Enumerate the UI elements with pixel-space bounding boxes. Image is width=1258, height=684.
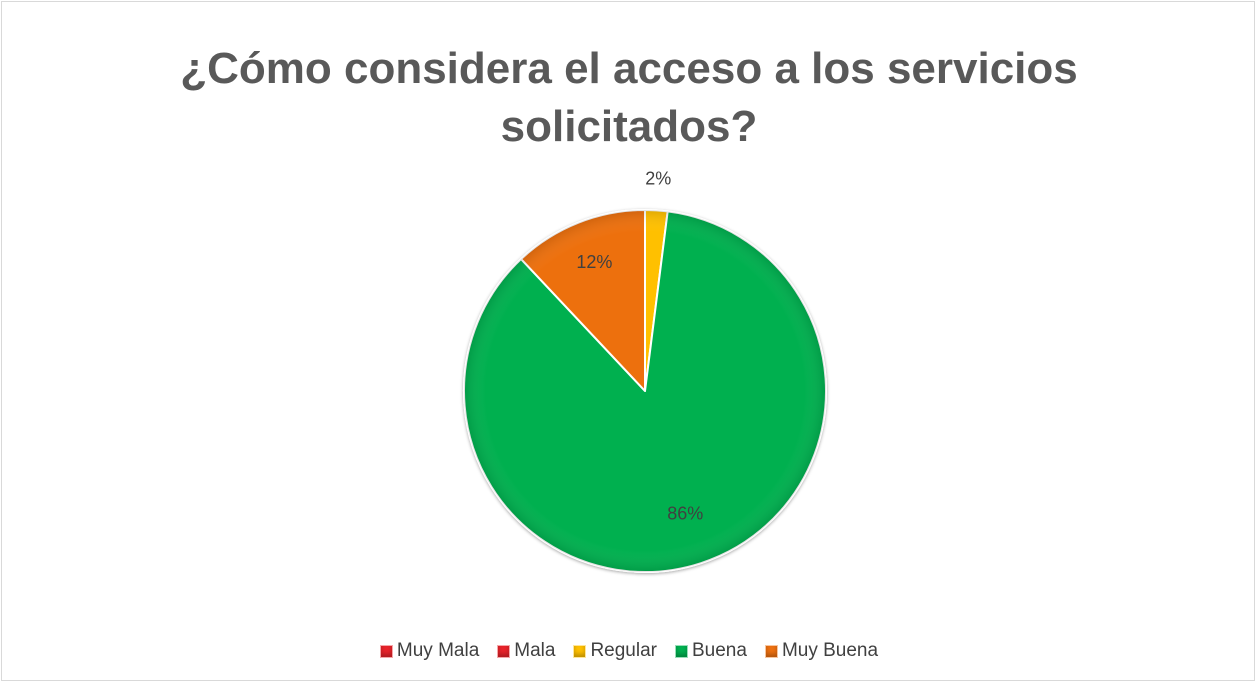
legend-item-muy-mala: Muy Mala xyxy=(379,640,480,662)
data-label-buena: 86% xyxy=(667,504,703,524)
legend-item-regular: Regular xyxy=(573,640,657,662)
legend-swatch-muy-buena xyxy=(764,644,778,658)
pie-slices xyxy=(463,209,827,573)
legend-item-muy-buena: Muy Buena xyxy=(764,640,879,662)
legend-label-regular: Regular xyxy=(590,640,657,661)
legend-swatch-muy-mala xyxy=(379,644,393,658)
pie-data-labels: 2% 86% 12% xyxy=(576,168,703,523)
legend-item-mala: Mala xyxy=(497,640,555,662)
legend-item-buena: Buena xyxy=(675,640,747,662)
chart-title: ¿Cómo considera el acceso a los servicio… xyxy=(180,44,1078,151)
legend-label-buena: Buena xyxy=(692,640,747,661)
legend-swatch-buena xyxy=(675,644,688,658)
data-label-regular: 2% xyxy=(645,168,671,188)
data-label-muy-buena: 12% xyxy=(576,252,612,272)
legend-swatch-regular xyxy=(573,644,587,658)
legend-label-muy-buena: Muy Buena xyxy=(781,640,879,661)
legend-swatch-mala xyxy=(497,644,511,658)
legend-label-mala: Mala xyxy=(514,640,556,661)
legend-label-muy-mala: Muy Mala xyxy=(396,640,480,661)
chart-legend: Muy Mala Mala Regular Buena Muy Buena xyxy=(0,640,1258,662)
